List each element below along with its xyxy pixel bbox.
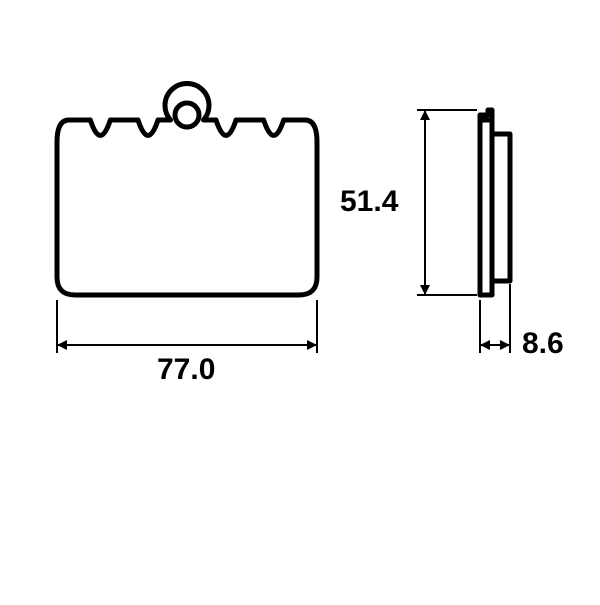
height-dimension-label: 51.4 <box>340 185 398 219</box>
technical-drawing: 51.4 77.0 8.6 <box>0 0 600 600</box>
drawing-canvas <box>0 0 600 600</box>
width-dimension-label: 77.0 <box>157 353 215 387</box>
thickness-dimension-label: 8.6 <box>522 327 564 361</box>
